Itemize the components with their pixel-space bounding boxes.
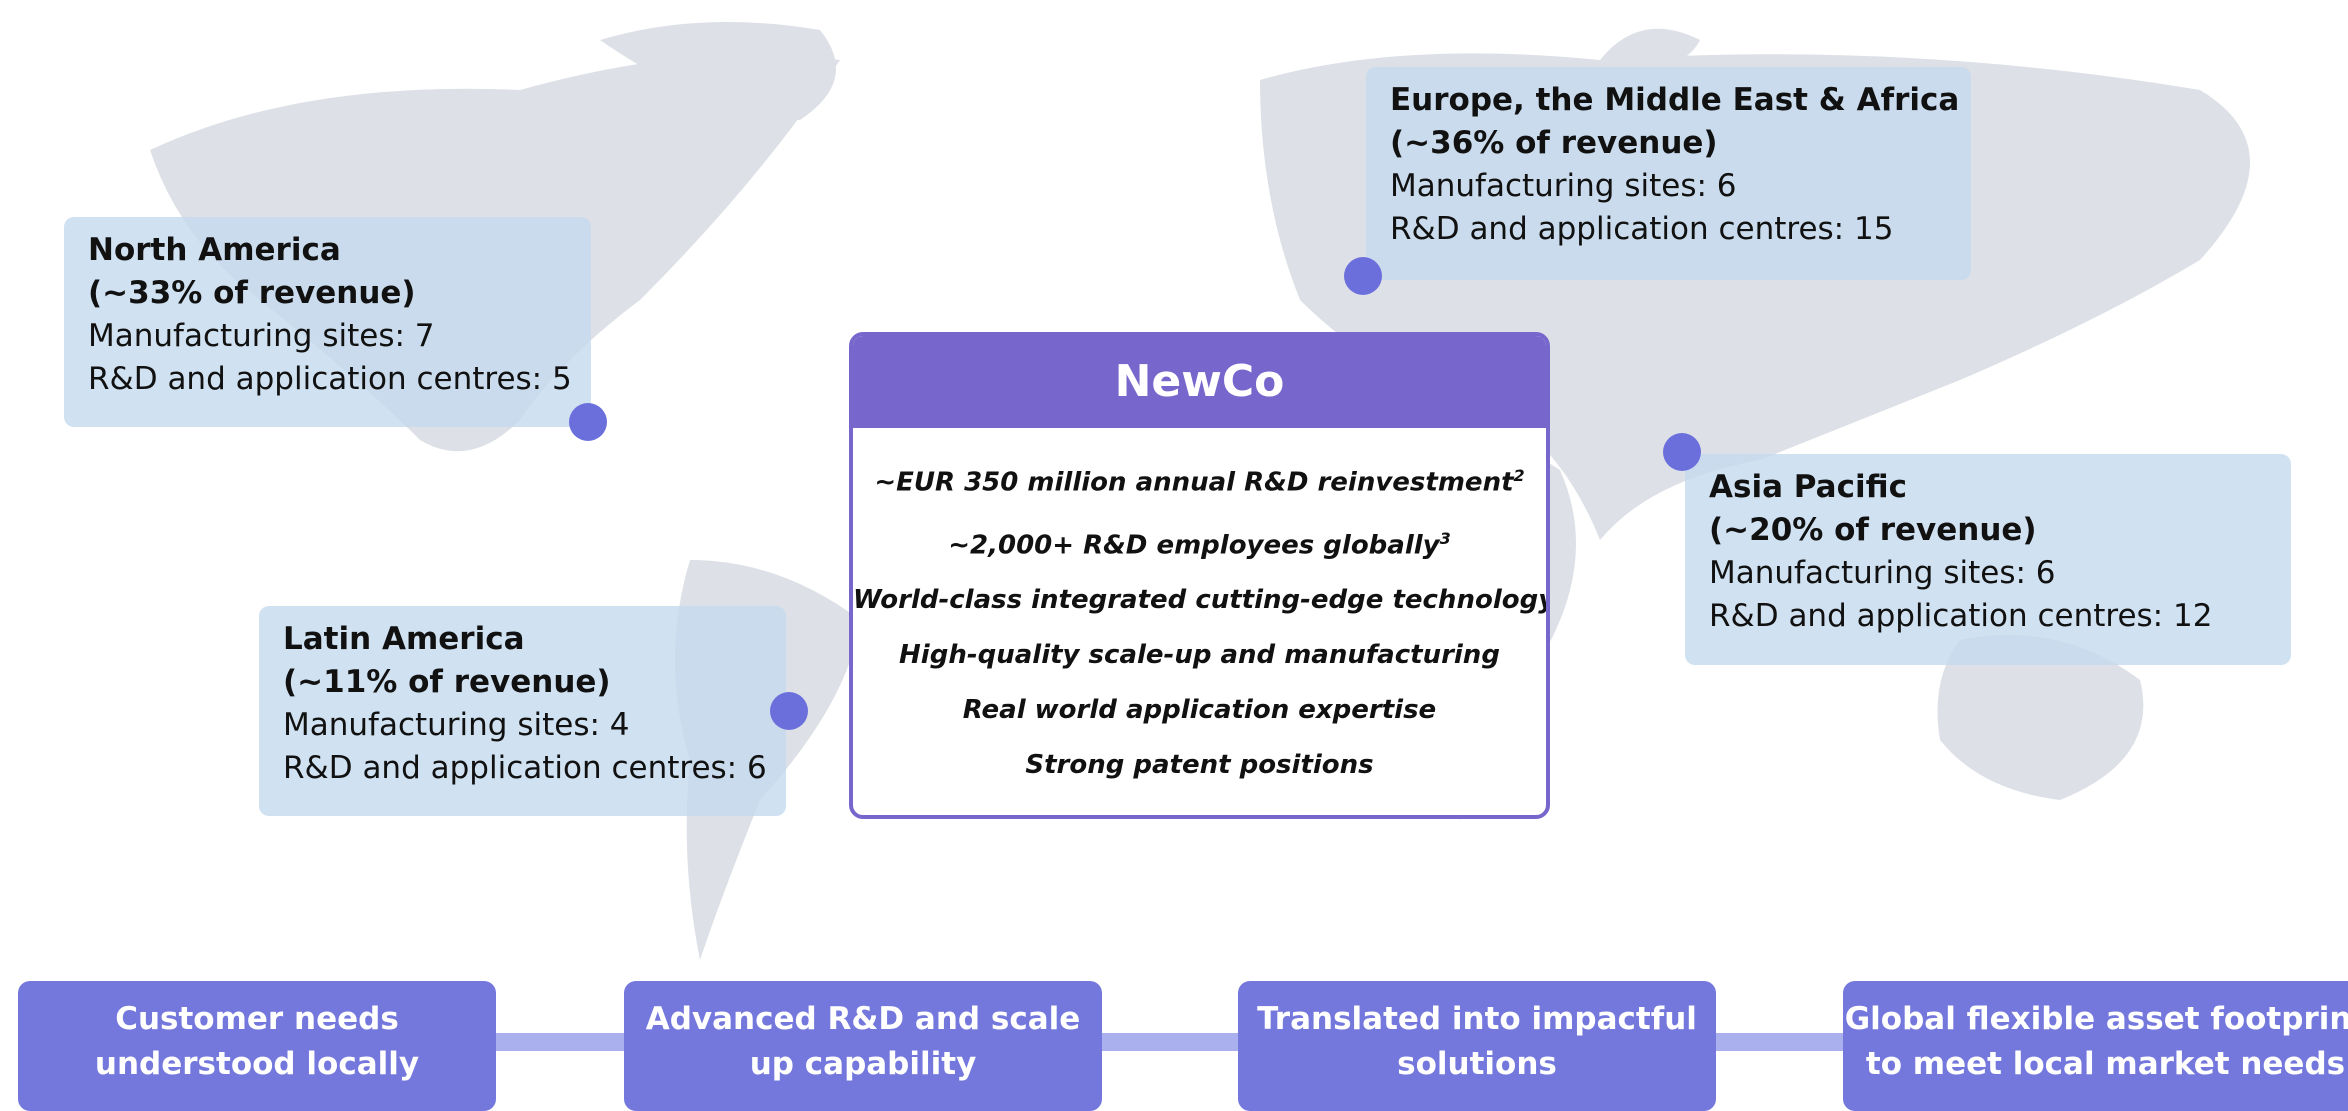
connector: [1708, 1033, 1853, 1051]
region-revenue: (~11% of revenue): [283, 664, 611, 700]
step-text: Customer needs: [115, 1001, 399, 1037]
region-title: Latin America: [283, 621, 525, 657]
rnd-centres: R&D and application centres: 15: [1390, 211, 1894, 247]
rnd-centres: R&D and application centres: 5: [88, 361, 572, 397]
region-revenue: (~20% of revenue): [1709, 512, 2037, 548]
region-box: Asia Pacific (~20% of revenue) Manufacturi…: [1685, 454, 2291, 665]
manufacturing-sites: Manufacturing sites: 7: [88, 318, 435, 354]
connector: [1094, 1033, 1248, 1051]
point-text: Strong patent positions: [1025, 750, 1374, 781]
region-revenue: (~36% of revenue): [1390, 125, 1718, 161]
step-box: Global flexible asset footprint to meet l…: [1843, 981, 2348, 1111]
rnd-centres: R&D and application centres: 12: [1709, 598, 2213, 634]
point-text: World-class integrated cutting-edge tech…: [853, 585, 1550, 616]
region-title: Europe, the Middle East & Africa: [1390, 82, 1960, 118]
manufacturing-sites: Manufacturing sites: 6: [1390, 168, 1737, 204]
newco-point: World-class integrated cutting-edge tech…: [853, 573, 1546, 628]
newco-point: ~2,000+ R&D employees globally3: [853, 511, 1546, 574]
point-text: ~EUR 350 million annual R&D reinvestment: [874, 467, 1514, 498]
location-dot: [770, 692, 808, 730]
step-text: Translated into impactful: [1257, 1001, 1697, 1037]
rnd-centres: R&D and application centres: 6: [283, 750, 767, 786]
footnote-ref: 3: [1439, 528, 1451, 548]
location-dot: [569, 403, 607, 441]
step-text: understood locally: [94, 1046, 420, 1082]
location-dot: [1663, 433, 1701, 471]
region-box: Latin America (~11% of revenue) Manufactur…: [259, 606, 786, 816]
manufacturing-sites: Manufacturing sites: 6: [1709, 555, 2056, 591]
step-text: up capability: [749, 1046, 977, 1082]
point-text: Real world application expertise: [962, 695, 1437, 726]
step-text: to meet local market needs: [1865, 1046, 2346, 1082]
manufacturing-sites: Manufacturing sites: 4: [283, 707, 630, 743]
step-text: Global flexible asset footprint: [1844, 1001, 2348, 1037]
newco-point: Real world application expertise: [853, 683, 1546, 738]
newco-point: High-quality scale-up and manufacturing: [853, 628, 1546, 683]
location-dot: [1344, 257, 1382, 295]
newco-points: ~EUR 350 million annual R&D reinvestment…: [853, 428, 1546, 793]
region-box: North America (~33% of revenue) Manufactur…: [64, 217, 591, 427]
newco-title: NewCo: [853, 336, 1546, 428]
region-title: Asia Pacific: [1709, 469, 1907, 505]
newco-point: Strong patent positions: [853, 738, 1546, 793]
region-revenue: (~33% of revenue): [88, 275, 416, 311]
point-text: High-quality scale-up and manufacturing: [899, 640, 1500, 671]
step-text: Advanced R&D and scale: [645, 1001, 1081, 1037]
point-text: ~2,000+ R&D employees globally: [948, 530, 1440, 561]
region-title: North America: [88, 232, 341, 268]
newco-box: NewCo ~EUR 350 million annual R&D reinve…: [849, 332, 1550, 819]
step-box: Translated into impactful solutions: [1238, 981, 1716, 1111]
step-box: Customer needs understood locally: [18, 981, 496, 1111]
step-box: Advanced R&D and scale up capability: [624, 981, 1102, 1111]
connector: [488, 1033, 634, 1051]
region-box: Europe, the Middle East & Africa (~36% of…: [1366, 67, 1971, 280]
step-text: solutions: [1397, 1046, 1557, 1082]
newco-point: ~EUR 350 million annual R&D reinvestment…: [853, 448, 1546, 511]
footnote-ref: 2: [1513, 466, 1525, 485]
